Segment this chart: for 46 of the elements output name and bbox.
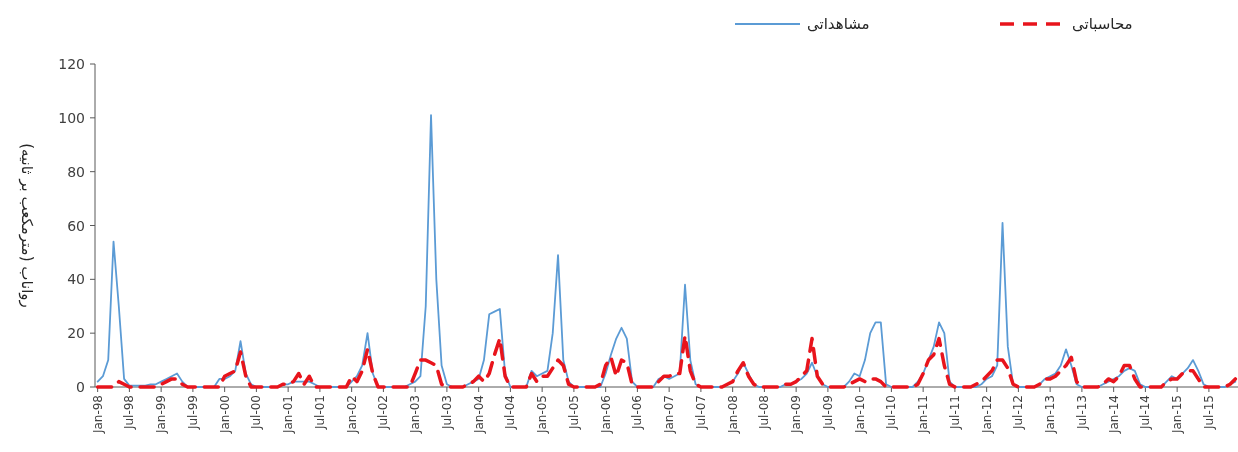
x-tick-label: Jan-02 <box>344 395 359 435</box>
x-tick-label: Jan-11 <box>916 395 931 435</box>
x-tick-label: Jan-99 <box>154 395 169 435</box>
x-tick-label: Jul-00 <box>249 395 264 431</box>
x-tick-label: Jan-05 <box>535 395 550 435</box>
x-tick-label: Jul-08 <box>757 395 772 431</box>
y-tick-label: 40 <box>67 271 85 288</box>
x-tick-label: Jan-10 <box>852 395 867 435</box>
x-tick-label: Jan-01 <box>281 395 296 435</box>
x-tick-label: Jan-15 <box>1170 395 1185 435</box>
legend-label: مشاهداتی <box>807 15 870 33</box>
x-tick-label: Jan-98 <box>90 395 105 435</box>
y-tick-label: 60 <box>67 217 85 234</box>
x-tick-label: Jan-07 <box>662 395 677 435</box>
x-tick-label: Jul-11 <box>947 395 962 431</box>
y-axis-title: رواناب (مترمکعب بر ثانیه) <box>18 143 36 308</box>
x-tick-label: Jul-06 <box>630 395 645 431</box>
x-tick-label: Jul-07 <box>693 395 708 431</box>
x-tick-label: Jan-13 <box>1043 395 1058 435</box>
x-tick-label: Jan-03 <box>408 395 423 435</box>
y-tick-label: 80 <box>67 163 85 180</box>
x-tick-label: Jan-14 <box>1106 395 1121 435</box>
x-tick-label: Jan-04 <box>471 395 486 435</box>
y-tick-label: 20 <box>67 325 85 342</box>
x-tick-label: Jul-01 <box>312 395 327 431</box>
x-tick-label: Jul-12 <box>1011 395 1026 431</box>
x-tick-label: Jul-02 <box>376 395 391 431</box>
x-tick-label: Jul-14 <box>1138 395 1153 431</box>
x-tick-label: Jul-15 <box>1201 395 1216 431</box>
x-tick-label: Jul-98 <box>122 395 137 431</box>
x-tick-label: Jul-05 <box>566 395 581 431</box>
y-tick-label: 0 <box>76 379 85 395</box>
legend-label: محاسباتی <box>1072 15 1133 33</box>
x-tick-label: Jan-12 <box>979 395 994 435</box>
x-tick-label: Jan-09 <box>789 395 804 435</box>
x-tick-label: Jan-06 <box>598 395 613 435</box>
x-tick-label: Jul-09 <box>820 395 835 431</box>
x-tick-label: Jul-13 <box>1074 395 1089 431</box>
x-tick-label: Jul-04 <box>503 395 518 431</box>
x-tick-label: Jan-00 <box>217 395 232 435</box>
y-tick-label: 100 <box>58 109 85 126</box>
y-tick-label: 120 <box>58 56 85 72</box>
x-tick-label: Jul-99 <box>185 395 200 431</box>
x-tick-label: Jul-10 <box>884 395 899 431</box>
x-tick-label: Jul-03 <box>439 395 454 431</box>
x-tick-label: Jan-08 <box>725 395 740 435</box>
